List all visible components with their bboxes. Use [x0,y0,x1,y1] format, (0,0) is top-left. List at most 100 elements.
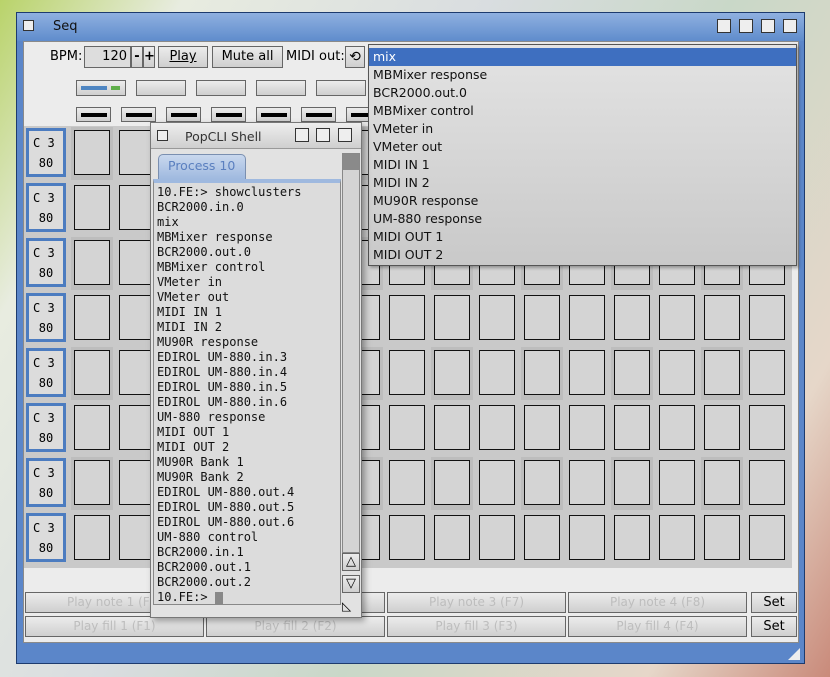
step-pad[interactable] [74,405,110,450]
zoom-icon[interactable] [739,19,753,33]
depth-icon[interactable] [783,19,797,33]
scrollbar-thumb[interactable] [343,154,359,170]
step-pad[interactable] [389,295,425,340]
play-note-button[interactable]: Play note 4 (F8) [568,592,747,613]
midi-out-dropdown-list[interactable]: mix MBMixer response BCR2000.out.0 MBMixer … [368,44,797,266]
step-pad[interactable] [569,460,605,505]
step-pad[interactable] [569,515,605,560]
step-pad[interactable] [479,460,515,505]
mute-all-button[interactable]: Mute all [212,46,283,68]
midi-out-option[interactable]: VMeter in [373,121,434,136]
step-pad[interactable] [704,460,740,505]
step-pad[interactable] [614,405,650,450]
step-pad[interactable] [524,460,560,505]
maximize-icon[interactable] [761,19,775,33]
step-pad[interactable] [389,350,425,395]
shell-maximize-icon[interactable] [316,128,330,142]
step-pad[interactable] [659,460,695,505]
step-pad[interactable] [119,130,155,175]
bpm-input[interactable]: 120 [84,46,131,68]
step-pad[interactable] [569,405,605,450]
bpm-minus-button[interactable]: - [131,46,143,68]
step-pad[interactable] [434,460,470,505]
step-pad[interactable] [389,405,425,450]
step-pad[interactable] [704,515,740,560]
play-fill-button[interactable]: Play fill 1 (F1) [25,616,204,637]
track-label[interactable]: C 3 80 [26,403,66,452]
track-label[interactable]: C 3 80 [26,293,66,342]
step-pad[interactable] [74,295,110,340]
play-fill-button[interactable]: Play fill 3 (F3) [387,616,566,637]
shell-scrollbar[interactable] [342,153,360,553]
step-pad[interactable] [434,295,470,340]
play-button[interactable]: Play [158,46,208,68]
title-bar[interactable]: Seq [17,13,804,41]
step-pad[interactable] [749,350,785,395]
cycle-icon[interactable]: ⟲ [345,46,365,68]
step-indicator-button[interactable] [256,107,291,122]
step-indicator-button[interactable] [121,107,156,122]
midi-out-option[interactable]: UM-880 response [373,211,483,226]
step-pad[interactable] [614,350,650,395]
close-icon[interactable] [23,20,34,31]
step-pad[interactable] [434,405,470,450]
step-pad[interactable] [119,185,155,230]
step-pad[interactable] [434,350,470,395]
track-label[interactable]: C 3 80 [26,458,66,507]
step-pad[interactable] [479,350,515,395]
tab-process-10[interactable]: Process 10 [158,154,246,179]
shell-output[interactable]: 10.FE:> showclusters BCR2000.in.0 mix MBMix… [153,179,341,605]
bpm-plus-button[interactable]: + [143,46,155,68]
play-fill-button[interactable]: Play fill 4 (F4) [568,616,747,637]
scroll-down-icon[interactable]: ▽ [342,575,360,593]
step-pad[interactable] [389,460,425,505]
track-label[interactable]: C 3 80 [26,348,66,397]
midi-out-option[interactable]: MIDI OUT 1 [373,229,444,244]
step-pad[interactable] [389,515,425,560]
step-indicator-button[interactable] [166,107,201,122]
step-pad[interactable] [524,350,560,395]
scroll-up-icon[interactable]: △ [342,553,360,571]
midi-out-option[interactable]: MBMixer control [373,103,474,118]
step-pad[interactable] [74,185,110,230]
step-pad[interactable] [524,515,560,560]
shell-resize-icon[interactable]: ◺ [342,599,352,613]
play-fill-button[interactable]: Play fill 2 (F2) [206,616,385,637]
step-pad[interactable] [569,295,605,340]
midi-out-option[interactable]: MIDI OUT 2 [373,247,444,262]
shell-close-icon[interactable] [157,130,168,141]
midi-out-option[interactable]: MIDI IN 1 [373,157,430,172]
step-pad[interactable] [524,295,560,340]
midi-out-option[interactable]: BCR2000.out.0 [373,85,467,100]
set-button[interactable]: Set [751,616,797,637]
track-label[interactable]: C 3 80 [26,183,66,232]
step-pad[interactable] [479,295,515,340]
midi-out-option[interactable]: VMeter out [373,139,443,154]
pattern-button[interactable] [316,80,366,96]
resize-handle-icon[interactable] [788,648,800,660]
step-pad[interactable] [74,350,110,395]
shell-depth-icon[interactable] [338,128,352,142]
shell-zoom-icon[interactable] [295,128,309,142]
step-pad[interactable] [749,295,785,340]
step-pad[interactable] [614,295,650,340]
step-pad[interactable] [749,460,785,505]
set-button[interactable]: Set [751,592,797,613]
step-pad[interactable] [659,350,695,395]
step-pad[interactable] [659,295,695,340]
midi-out-option[interactable]: MU90R response [373,193,479,208]
step-indicator-button[interactable] [76,107,111,122]
track-label[interactable]: C 3 80 [26,513,66,562]
step-pad[interactable] [74,240,110,285]
step-pad[interactable] [704,350,740,395]
step-pad[interactable] [434,515,470,560]
step-pad[interactable] [524,405,560,450]
step-indicator-button[interactable] [301,107,336,122]
pattern-button[interactable] [136,80,186,96]
iconify-icon[interactable] [717,19,731,33]
step-pad[interactable] [74,130,110,175]
step-pad[interactable] [659,515,695,560]
step-pad[interactable] [614,515,650,560]
step-pad[interactable] [614,460,650,505]
step-pad[interactable] [569,350,605,395]
